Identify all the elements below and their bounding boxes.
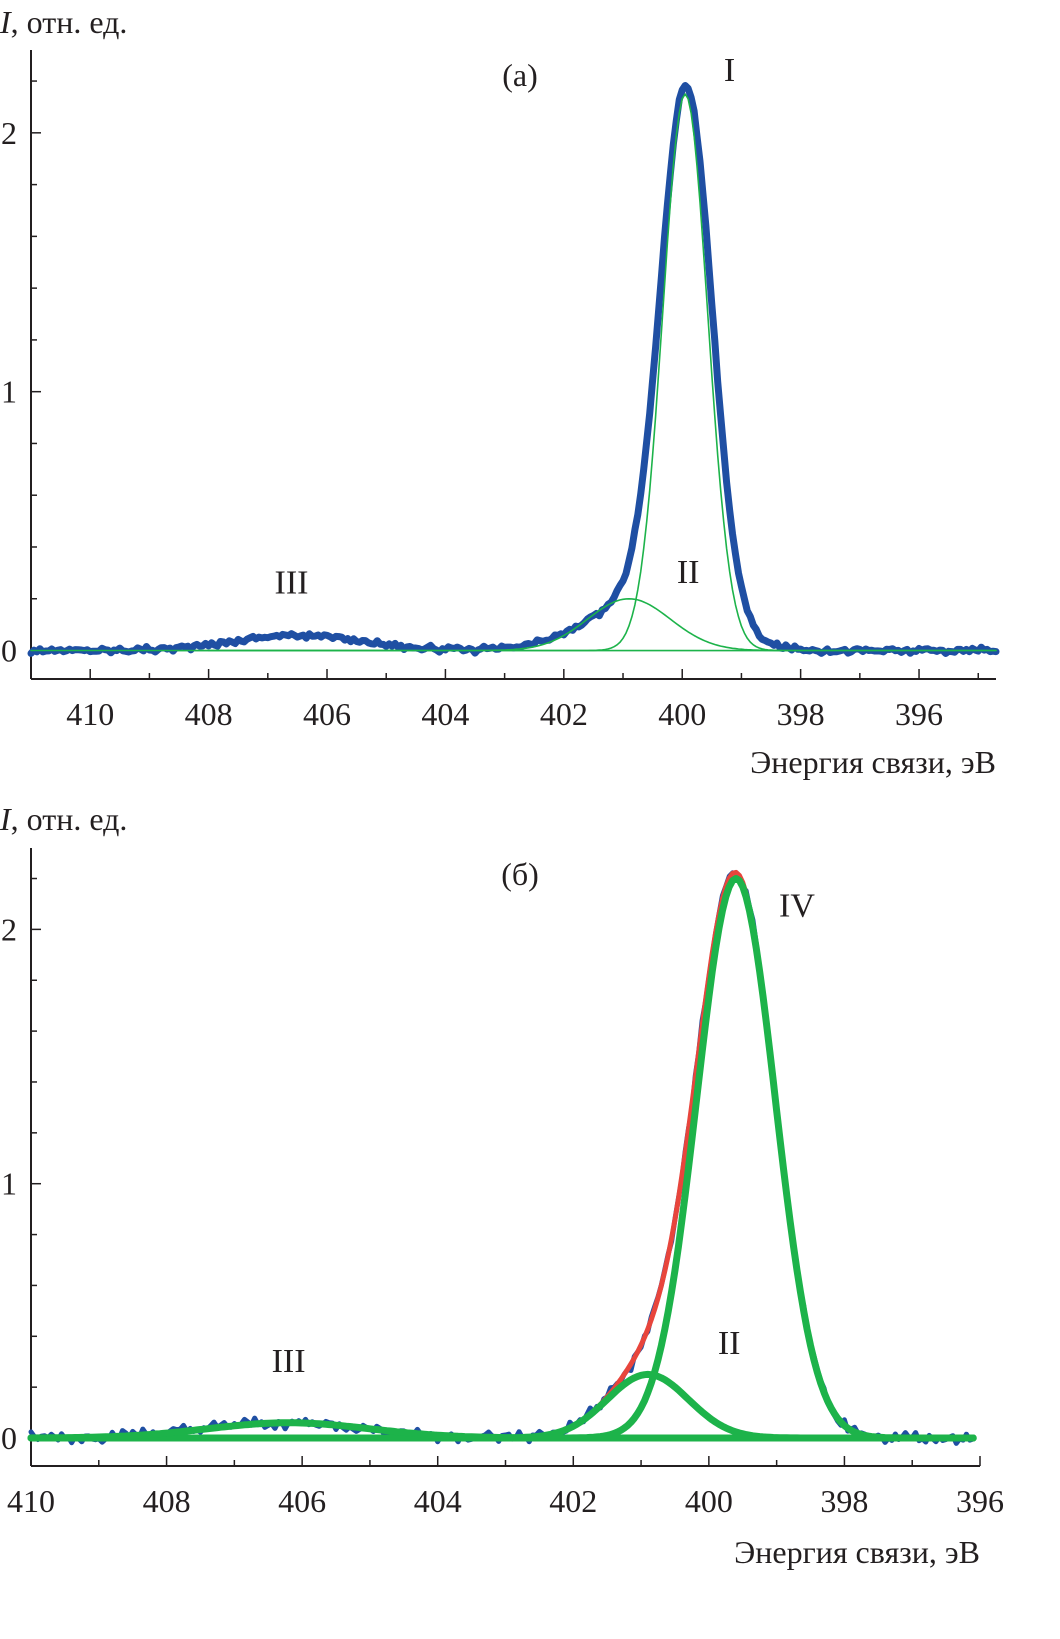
peak-label-i: I — [724, 52, 735, 89]
x-axis-title: Энергия связи, эВ — [734, 1534, 980, 1570]
x-tick-label: 396 — [895, 696, 943, 732]
series-component-iii — [27, 1419, 977, 1442]
series-component-i — [30, 93, 997, 652]
y-axis-title: I, отн. ед. — [0, 4, 127, 40]
x-tick-label: 408 — [185, 696, 233, 732]
y-axis-title-unit: , отн. ед. — [11, 801, 128, 837]
y-axis-title-symbol: I — [0, 4, 12, 40]
x-tick-label: 410 — [66, 696, 114, 732]
series-fit_sum-fit — [28, 869, 976, 1441]
y-axis-title: I, отн. ед. — [0, 801, 127, 837]
x-tick-label: 404 — [414, 1483, 462, 1519]
x-tick-label: 400 — [658, 696, 706, 732]
y-axis-title-unit: , отн. ед. — [11, 4, 128, 40]
panel-label: (б) — [501, 856, 539, 892]
y-tick-label: 2 — [1, 911, 17, 947]
y-tick-label: 0 — [1, 1420, 17, 1456]
x-tick-label: 410 — [7, 1483, 55, 1519]
x-tick-label: 402 — [540, 696, 588, 732]
peak-label-iv: IV — [779, 888, 815, 925]
x-tick-label: 398 — [820, 1483, 868, 1519]
series-measured-measured — [28, 870, 976, 1446]
y-tick-label: 1 — [1, 374, 17, 410]
x-tick-label: 400 — [685, 1483, 733, 1519]
peak-label-ii: II — [677, 554, 700, 591]
x-tick-label: 406 — [278, 1483, 326, 1519]
panel-b: 0 1 2 410 408 406 404 402 400 398 396 I, отн. ед. Эн… — [0, 801, 1004, 1570]
y-tick-label: 2 — [1, 115, 17, 151]
peak-label-iii: III — [272, 1343, 306, 1380]
series-component-ii — [207, 598, 997, 652]
x-tick-label: 398 — [777, 696, 825, 732]
series-component-iv — [27, 875, 977, 1442]
panel-label: (а) — [502, 57, 538, 93]
y-tick-label: 0 — [1, 633, 17, 669]
peak-label-iii: III — [275, 565, 309, 602]
x-tick-label: 406 — [303, 696, 351, 732]
x-tick-label: 402 — [549, 1483, 597, 1519]
x-axis-title: Энергия связи, эВ — [750, 744, 996, 780]
y-axis-title-symbol: I — [0, 801, 12, 837]
series-measured-measured — [27, 82, 1000, 657]
x-tick-label: 396 — [956, 1483, 1004, 1519]
x-tick-label: 408 — [143, 1483, 191, 1519]
y-tick-label: 1 — [1, 1166, 17, 1202]
x-tick-label: 404 — [421, 696, 469, 732]
peak-label-ii: II — [718, 1325, 741, 1362]
